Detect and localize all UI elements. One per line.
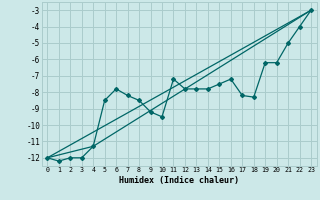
X-axis label: Humidex (Indice chaleur): Humidex (Indice chaleur) [119, 176, 239, 185]
